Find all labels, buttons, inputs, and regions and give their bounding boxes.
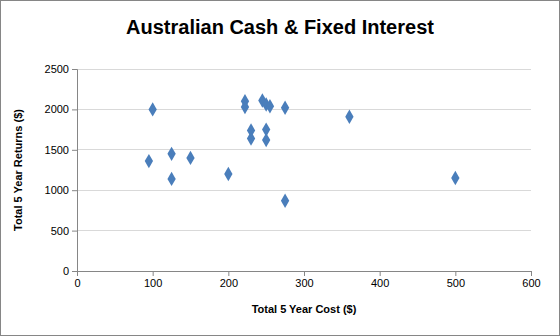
tick-label: 1000 <box>45 184 69 196</box>
tick-mark <box>72 190 77 191</box>
tick: 0 <box>63 265 77 277</box>
chart: 0 100 200 300 400 500 600 0 500 1000 1500 2000 2500 A… <box>0 0 560 336</box>
tick-mark <box>531 271 532 276</box>
point <box>241 100 249 114</box>
tick-label: 600 <box>522 277 540 289</box>
point <box>224 167 232 181</box>
point <box>145 154 153 168</box>
tick-label: 500 <box>51 225 69 237</box>
chart-frame <box>1 1 560 336</box>
grid-line <box>77 109 531 110</box>
point <box>262 133 270 147</box>
tick-label: 2000 <box>45 103 69 115</box>
tick: 400 <box>371 271 389 289</box>
point <box>281 101 289 115</box>
tick-mark <box>72 109 77 110</box>
tick-mark <box>72 271 77 272</box>
points <box>145 93 460 208</box>
tick-mark <box>228 271 229 276</box>
y-axis-title: Total 5 Year Returns ($) <box>12 109 24 231</box>
tick: 500 <box>447 271 465 289</box>
axis-line <box>72 70 78 272</box>
point <box>167 172 175 186</box>
tick-label: 0 <box>74 277 80 289</box>
tick-label: 300 <box>295 277 313 289</box>
grid-line <box>77 190 531 191</box>
title: Australian Cash & Fixed Interest <box>126 16 434 38</box>
grid-line <box>77 69 531 70</box>
axis-line <box>78 272 532 277</box>
tick: 1500 <box>45 144 77 156</box>
point <box>281 193 289 207</box>
tick: 1000 <box>45 184 77 196</box>
tick-mark <box>304 271 305 276</box>
tick: 200 <box>220 271 238 289</box>
x-axis: 0 100 200 300 400 500 600 <box>74 271 540 289</box>
x-axis-title: Total 5 Year Cost ($) <box>252 303 357 315</box>
point <box>186 151 194 165</box>
tick: 300 <box>295 271 313 289</box>
tick: 2500 <box>45 63 77 75</box>
tick-mark <box>72 231 77 232</box>
tick-label: 2500 <box>45 63 69 75</box>
tick-label: 100 <box>144 277 162 289</box>
point <box>167 147 175 161</box>
grid-line <box>77 230 531 231</box>
point <box>149 102 157 116</box>
grid-line <box>77 149 531 150</box>
tick-label: 400 <box>371 277 389 289</box>
point <box>266 99 274 113</box>
tick-label: 500 <box>447 277 465 289</box>
tick-mark <box>72 150 77 151</box>
tick: 0 <box>74 271 80 289</box>
grid <box>77 69 531 271</box>
tick-mark <box>455 271 456 276</box>
tick-mark <box>72 69 77 70</box>
y-axis: 0 500 1000 1500 2000 2500 <box>45 63 78 277</box>
tick-mark <box>153 271 154 276</box>
point <box>451 171 459 185</box>
tick: 2000 <box>45 103 77 115</box>
tick: 500 <box>51 225 77 237</box>
point <box>247 131 255 145</box>
tick-label: 0 <box>63 265 69 277</box>
tick: 600 <box>522 271 540 289</box>
tick-label: 200 <box>220 277 238 289</box>
tick-label: 1500 <box>45 144 69 156</box>
tick-mark <box>380 271 381 276</box>
point <box>345 109 353 123</box>
plot: 0 100 200 300 400 500 600 0 500 1000 1500 2000 2500 <box>45 63 541 289</box>
tick: 100 <box>144 271 162 289</box>
